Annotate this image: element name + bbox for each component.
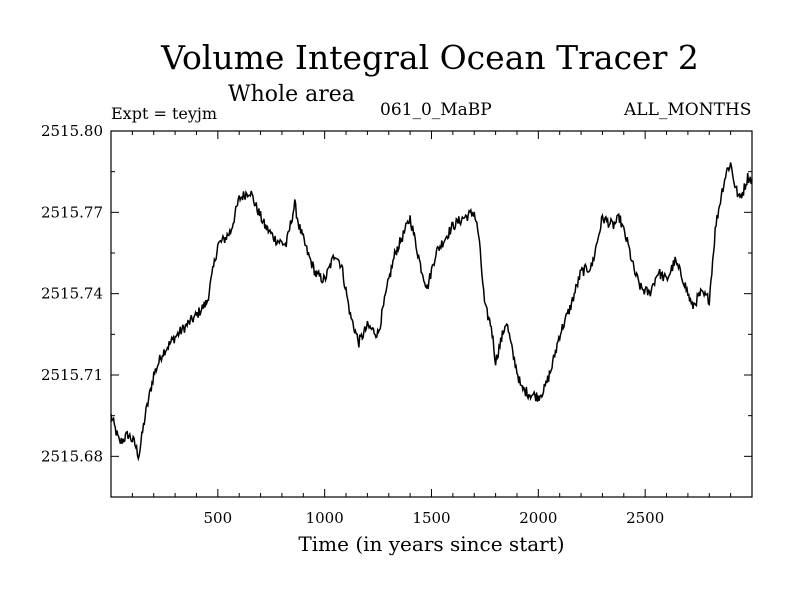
months-label: ALL_MONTHS <box>624 100 752 120</box>
y-tick-label: 2515.74 <box>41 285 103 303</box>
axis-ticks <box>111 130 752 497</box>
x-tick-label: 2000 <box>519 509 557 527</box>
x-tick-labels: 500 1000 1500 2000 2500 <box>204 509 665 527</box>
y-tick-label: 2515.80 <box>41 122 103 140</box>
y-tick-labels: 2515.68 2515.71 2515.74 2515.77 2515.80 <box>41 122 103 465</box>
run-label: 061_0_MaBP <box>380 100 492 120</box>
chart-subtitle: Whole area <box>228 82 355 107</box>
y-tick-label: 2515.68 <box>41 447 103 465</box>
x-tick-label: 1500 <box>412 509 450 527</box>
x-axis-label: Time (in years since start) <box>298 532 565 556</box>
x-tick-label: 2500 <box>626 509 664 527</box>
series-line <box>110 162 753 462</box>
x-tick-label: 1000 <box>306 509 344 527</box>
experiment-label: Expt = teyjm <box>111 104 218 123</box>
y-tick-label: 2515.71 <box>41 366 103 384</box>
x-tick-label: 500 <box>204 509 233 527</box>
y-tick-label: 2515.77 <box>41 203 103 221</box>
plot-frame <box>110 130 753 498</box>
chart-title: Volume Integral Ocean Tracer 2 <box>161 38 699 77</box>
